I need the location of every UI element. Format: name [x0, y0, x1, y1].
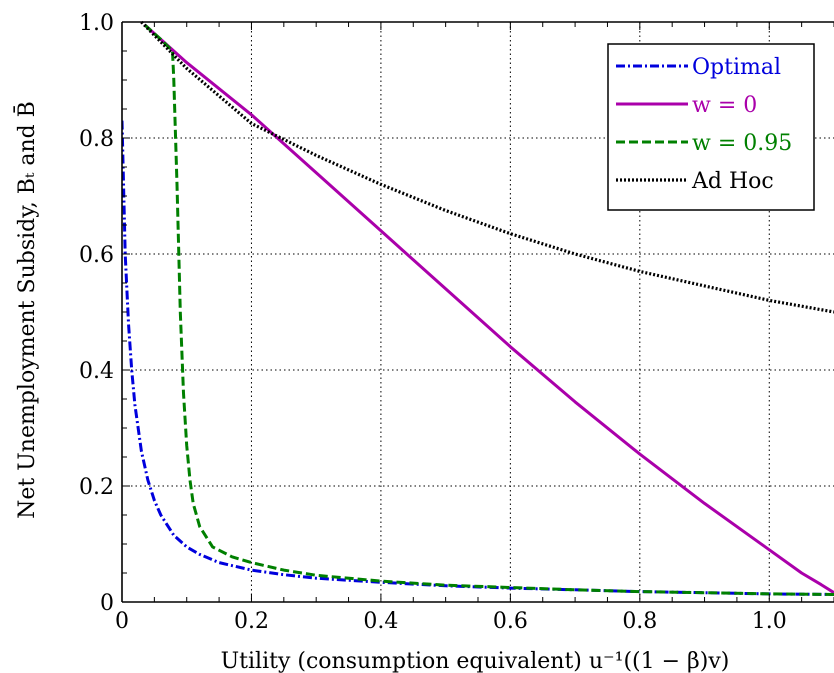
y-axis-label: Net Unemployment Subsidy, Bₜ and B̄ [13, 101, 40, 519]
series-line-0 [122, 120, 834, 596]
series-line-1 [143, 23, 834, 594]
y-tick-label: 0.2 [79, 475, 114, 500]
y-tick-label: 0.4 [79, 359, 114, 384]
x-tick-label: 0.8 [622, 609, 657, 634]
y-tick-label: 0 [100, 591, 114, 616]
x-tick-label: 0.2 [234, 609, 269, 634]
x-tick-label: 0.6 [493, 609, 528, 634]
series-layer [122, 20, 834, 596]
grid [122, 22, 834, 602]
series-line-2 [143, 23, 834, 596]
y-tick-label: 0.6 [79, 243, 114, 268]
legend-label: Optimal [692, 55, 781, 80]
y-tick-label: 0.8 [79, 127, 114, 152]
legend: Optimal w = 0 w = 0.95 Ad Hoc [607, 43, 815, 211]
legend-label: Ad Hoc [691, 169, 774, 194]
x-tick-label: 1.0 [752, 609, 787, 634]
y-tick-label: 1.0 [79, 11, 114, 36]
x-axis-label: Utility (consumption equivalent) u⁻¹((1 … [221, 649, 730, 673]
legend-label: w = 0.95 [692, 131, 792, 156]
tick-labels: 0 0.2 0.4 0.6 0.8 1.0 0 0.2 0.4 0.6 0.8 1.0 [79, 11, 787, 634]
x-tick-label: 0 [115, 609, 129, 634]
legend-label: w = 0 [692, 93, 757, 118]
legend-box [607, 43, 815, 211]
series-line-3 [140, 20, 834, 314]
x-tick-label: 0.4 [363, 609, 398, 634]
axes [121, 21, 834, 603]
